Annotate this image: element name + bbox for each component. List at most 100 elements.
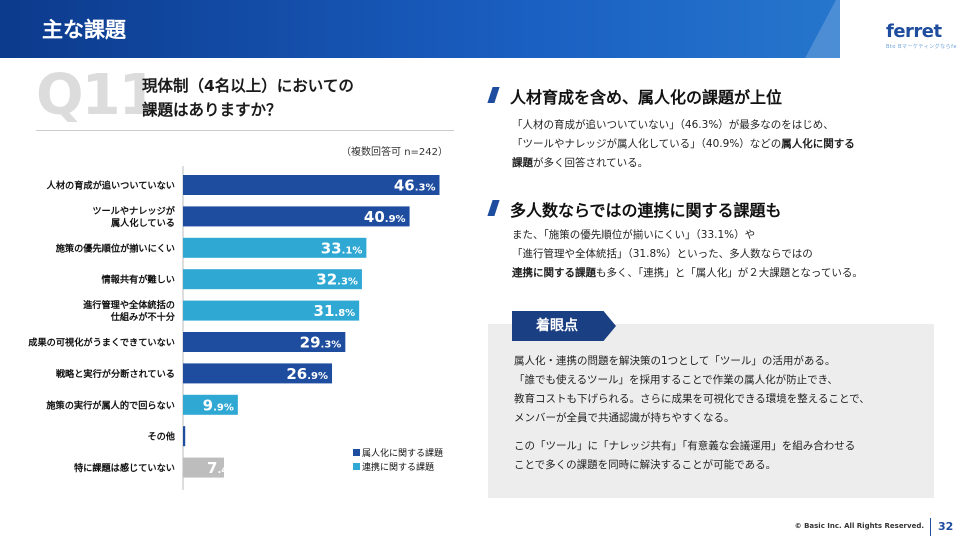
body-line: 「ツールやナレッジが属人化している」（40.9%）などの属人化に関する (512, 135, 932, 154)
category-label: 進行管理や全体統括の (83, 299, 175, 311)
value-integer: 9 (203, 396, 213, 414)
focus-paragraph: 属人化・連携の問題を解決策の1つとして「ツール」の活用がある。 「誰でも使えるツ… (514, 352, 924, 428)
value-label: 26.9% (286, 365, 328, 383)
category-label: 仕組みが不十分 (110, 311, 176, 323)
divider (36, 130, 454, 131)
value-integer: 7 (207, 459, 217, 477)
question-title-line: 課題はありますか？ (142, 101, 282, 119)
bar (183, 237, 367, 258)
category-label: 人材の育成が追いついていない (47, 180, 175, 192)
bar (183, 269, 362, 290)
legend-label: 連携に関する課題 (362, 461, 434, 473)
value-integer: 29 (300, 334, 321, 352)
value-integer: 26 (286, 365, 307, 383)
ferret-logo: ferret (886, 21, 942, 42)
focus-box (488, 324, 934, 498)
value-decimal: .9% (307, 371, 328, 382)
focus-paragraph: この「ツール」に「ナレッジ共有」「有意義な会議運用」を組み合わせる ことで多くの… (514, 437, 924, 475)
value-label: 0.4% (188, 428, 219, 446)
header-banner: 主な課題 (0, 0, 960, 58)
bar (183, 363, 333, 384)
body-bold: 連携に関する課題 (512, 267, 596, 279)
value-decimal: .1% (342, 245, 363, 256)
page-title: 主な課題 (42, 18, 126, 42)
body-line: また、「施策の優先順位が揃いにくい」（33.1%）や (512, 229, 756, 241)
page-number: 32 (938, 520, 954, 533)
bar (183, 457, 224, 478)
value-integer: 32 (316, 271, 337, 289)
section-marker-icon (487, 200, 500, 216)
logo-tagline: Bto Bマーケティングならfe (886, 44, 957, 50)
focus-line: メンバーが全員で共通認識が持ちやすくなる。 (514, 412, 735, 424)
value-decimal: .4% (199, 434, 220, 445)
value-integer: 31 (314, 302, 335, 320)
value-label: 29.3% (300, 334, 342, 352)
body-bold: 課題 (512, 157, 533, 169)
value-label: 46.3% (394, 177, 436, 195)
section-body: 「人材の育成が追いついていない」（46.3%）が最多なのをはじめ、 「ツールやナ… (512, 116, 932, 173)
category-label: 施策の実行が属人的で回らない (46, 399, 175, 411)
section-title: 人材育成を含め、属人化の課題が上位 (510, 88, 783, 107)
value-decimal: .8% (334, 308, 355, 319)
question-title-line: 現体制（4名以上）においての (142, 77, 354, 95)
value-decimal: .3% (337, 277, 358, 288)
body-line: 課題が多く回答されている。 (512, 154, 932, 173)
value-decimal: .4% (217, 465, 238, 476)
value-decimal: .9% (385, 214, 406, 225)
bar (183, 175, 440, 195)
bar (183, 300, 360, 321)
category-label: 戦略と実行が分断されている (56, 368, 175, 380)
section-body: また、「施策の優先順位が揃いにくい」（33.1%）や 「進行管理や全体統括」（3… (512, 226, 932, 283)
legend-label: 属人化に関する課題 (362, 447, 443, 459)
question-number: Q11 (36, 63, 158, 128)
copyright: © Basic Inc. All Rights Reserved. (794, 522, 924, 530)
value-decimal: .3% (321, 340, 342, 351)
section-marker-icon (487, 87, 500, 103)
category-label: 属人化している (110, 217, 175, 229)
value-label: 32.3% (316, 271, 358, 289)
category-label: 特に課題は感じていない (74, 462, 175, 474)
focus-line: ことで多くの課題を同時に解決することが可能である。 (514, 459, 777, 471)
value-integer: 0 (188, 428, 198, 446)
bar (183, 206, 410, 227)
bar (183, 332, 346, 352)
body-bold: 属人化に関する (781, 138, 855, 150)
value-integer: 33 (321, 239, 342, 257)
value-decimal: .3% (415, 183, 436, 194)
legend-swatch (353, 449, 360, 456)
category-label: 成果の可視化がうまくできていない (28, 337, 175, 349)
value-label: 9.9% (203, 396, 234, 414)
legend-swatch (353, 463, 360, 470)
value-integer: 40 (364, 208, 385, 226)
value-label: 7.4% (207, 459, 238, 477)
category-label: 情報共有が難しい (101, 274, 176, 286)
header-logo-area (840, 0, 960, 58)
focus-body: 属人化・連携の問題を解決策の1つとして「ツール」の活用がある。 「誰でも使えるツ… (514, 352, 924, 484)
category-label: 施策の優先順位が揃いにくい (56, 242, 175, 254)
body-line: 連携に関する課題も多く、「連携」と「属人化」が２大課題となっている。 (512, 264, 932, 283)
body-text-span: も多く、「連携」と「属人化」が２大課題となっている。 (596, 267, 863, 279)
focus-line: 教育コストも下げられる。さらに成果を可視化できる環境を整えることで、 (514, 393, 870, 405)
category-label: ツールやナレッジが (92, 205, 175, 217)
value-label: 31.8% (314, 302, 356, 320)
value-decimal: .9% (213, 402, 234, 413)
category-label: その他 (147, 431, 175, 443)
bar (183, 426, 186, 447)
focus-line: 「誰でも使えるツール」を採用することで作業の属人化が防止でき、 (514, 374, 838, 386)
body-line: 「人材の育成が追いついていない」（46.3%）が最多なのをはじめ、 (512, 119, 834, 131)
focus-line: 属人化・連携の問題を解決策の1つとして「ツール」の活用がある。 (514, 355, 836, 367)
value-label: 40.9% (364, 208, 406, 226)
section-title: 多人数ならではの連携に関する課題も (510, 201, 782, 220)
bar (183, 394, 238, 415)
body-line: 「進行管理や全体統括」（31.8%）といった、多人数ならではの (512, 248, 813, 260)
focus-tag: 着眼点 (512, 311, 616, 341)
question-title: 現体制（4名以上）においての 課題はありますか？ (142, 74, 354, 122)
focus-line: この「ツール」に「ナレッジ共有」「有意義な会議運用」を組み合わせる (514, 440, 856, 452)
value-label: 33.1% (321, 239, 363, 257)
body-text-span: が多く回答されている。 (533, 157, 649, 169)
sample-note: （複数回答可 n=242） (341, 147, 448, 158)
footer-divider (930, 518, 931, 536)
body-text-span: 「ツールやナレッジが属人化している」（40.9%）などの (512, 138, 782, 150)
value-integer: 46 (394, 177, 415, 195)
bar-chart: 人材の育成が追いついていない 46.3%ツールやナレッジが属人化している 40.9%… (28, 166, 443, 490)
